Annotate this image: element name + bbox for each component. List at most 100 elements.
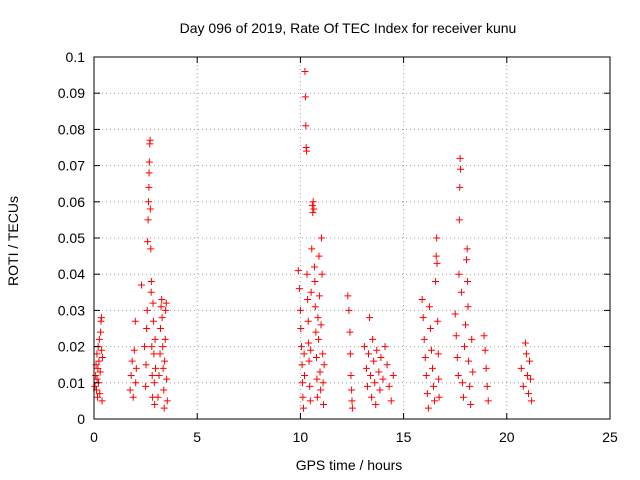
data-point — [144, 238, 152, 246]
data-point — [468, 335, 476, 343]
data-point — [528, 397, 536, 405]
x-axis-label: GPS time / hours — [296, 457, 403, 473]
data-point — [300, 350, 308, 358]
data-point — [306, 397, 314, 405]
data-point — [152, 364, 160, 372]
data-point — [159, 364, 167, 372]
data-point — [161, 335, 169, 343]
data-points — [91, 67, 536, 412]
y-tick-label: 0.04 — [58, 266, 85, 282]
data-point — [462, 321, 470, 329]
data-point — [145, 158, 153, 166]
data-point — [348, 404, 356, 412]
data-point — [480, 332, 488, 340]
y-tick-label: 0.09 — [58, 85, 85, 101]
data-point — [452, 332, 460, 340]
data-point — [526, 357, 534, 365]
data-point — [456, 154, 464, 162]
data-point — [370, 357, 378, 365]
data-point — [157, 303, 165, 311]
data-point — [430, 382, 438, 390]
data-point — [92, 372, 100, 380]
data-point — [363, 382, 371, 390]
data-point — [418, 296, 426, 304]
data-point — [126, 386, 134, 394]
data-point — [320, 361, 328, 369]
y-tick-label: 0.03 — [58, 302, 85, 318]
data-point — [454, 372, 462, 380]
data-point — [469, 368, 477, 376]
data-point — [151, 335, 159, 343]
data-point — [368, 393, 376, 401]
data-point — [464, 303, 472, 311]
data-point — [294, 267, 302, 275]
data-point — [143, 325, 151, 332]
y-tick-label: 0.06 — [58, 194, 85, 210]
x-tick-label: 15 — [396, 429, 412, 445]
data-point — [315, 292, 323, 300]
data-point — [433, 259, 441, 267]
data-point — [348, 397, 356, 405]
data-point — [527, 375, 535, 383]
y-tick-label: 0.05 — [58, 230, 85, 246]
data-point — [305, 357, 313, 365]
data-point — [428, 364, 436, 372]
data-point — [130, 346, 138, 354]
data-point — [419, 314, 427, 322]
data-point — [131, 317, 139, 325]
data-point — [128, 357, 136, 365]
data-point — [312, 353, 320, 361]
data-point — [150, 379, 158, 387]
data-point — [484, 397, 492, 405]
data-point — [309, 198, 317, 206]
data-point — [434, 317, 442, 325]
data-point — [158, 296, 166, 304]
data-point — [371, 379, 379, 387]
data-point — [97, 314, 105, 322]
data-point — [482, 364, 490, 372]
data-point — [381, 343, 389, 351]
data-point — [308, 201, 316, 209]
data-point — [299, 393, 307, 401]
data-point — [148, 343, 156, 351]
data-point — [154, 393, 162, 401]
data-point — [143, 306, 151, 314]
grid-lines — [94, 57, 610, 419]
data-point — [383, 361, 391, 369]
data-point — [93, 375, 101, 383]
data-point — [148, 372, 156, 380]
data-point — [434, 350, 442, 358]
data-point — [302, 122, 310, 130]
data-point — [376, 386, 384, 394]
data-point — [313, 375, 321, 383]
x-tick-label: 0 — [90, 429, 98, 445]
data-point — [426, 325, 434, 332]
data-point — [142, 361, 150, 369]
data-point — [455, 270, 463, 278]
data-point — [156, 350, 164, 358]
data-point — [466, 382, 474, 390]
data-point — [145, 169, 153, 177]
data-point — [465, 357, 473, 365]
data-point — [150, 350, 158, 358]
data-point — [158, 314, 166, 322]
data-point — [162, 306, 170, 314]
data-point — [524, 390, 532, 398]
data-point — [467, 401, 475, 409]
data-point — [345, 306, 353, 314]
x-tick-label: 5 — [193, 429, 201, 445]
data-point — [481, 346, 489, 354]
data-point — [147, 245, 155, 253]
data-point — [319, 379, 327, 387]
axis-ticks: 0 0.01 0.02 0.03 0.04 0.05 0.06 0.07 0.08 0.09 0.1… — [58, 49, 618, 445]
data-point — [463, 256, 471, 264]
data-point — [431, 397, 439, 405]
data-point — [460, 343, 468, 351]
data-point — [459, 393, 467, 401]
data-point — [98, 353, 106, 361]
data-point — [305, 339, 313, 347]
data-point — [137, 281, 145, 289]
data-point — [463, 245, 471, 253]
data-point — [425, 303, 433, 311]
data-point — [432, 252, 440, 260]
